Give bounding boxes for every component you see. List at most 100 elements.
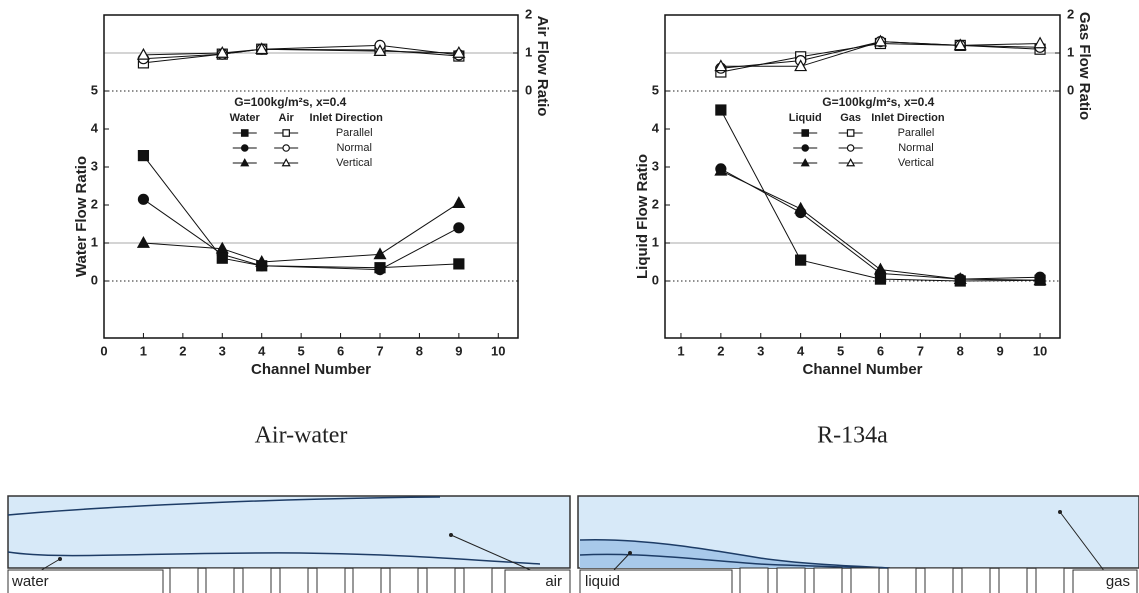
marker	[453, 258, 465, 270]
pointer-dot	[58, 557, 62, 561]
channel	[998, 567, 1028, 593]
x-tick-label: 1	[140, 343, 147, 358]
legend-marker	[801, 144, 810, 152]
legend-marker	[282, 129, 290, 137]
marker	[255, 255, 269, 267]
y-tick-label: 1	[652, 234, 659, 249]
marker	[374, 264, 386, 276]
legend-marker	[800, 158, 810, 167]
x-tick-label: 6	[337, 343, 344, 358]
y-tick-label: 2	[652, 196, 659, 211]
x-tick-label: 7	[917, 343, 924, 358]
channel	[813, 567, 843, 593]
marker	[452, 196, 466, 208]
channel	[463, 567, 493, 593]
x-tick-label: 3	[219, 343, 226, 358]
x-tick-label: 10	[1033, 343, 1047, 358]
y2-tick-label: 2	[1067, 6, 1074, 21]
legend-label: Normal	[898, 142, 933, 154]
y2-tick-label: 2	[525, 6, 532, 21]
plot-frame	[664, 14, 1061, 339]
marker	[373, 247, 387, 260]
y-tick-label: 5	[652, 82, 659, 97]
legend-marker	[240, 144, 249, 152]
x-tick-label: 5	[298, 343, 305, 358]
x-tick-label: 9	[455, 343, 462, 358]
marker	[873, 262, 887, 275]
channel	[961, 567, 991, 593]
x-tick-label: 6	[877, 343, 884, 358]
outlet-label: gas	[1106, 573, 1130, 590]
chart: 0 1 2 3 4 5 6 7 8 9 10 0 1 2 3 4 5 0 1 2 Channel Number Water…	[73, 6, 551, 448]
inlet-label: water	[11, 573, 49, 590]
y-tick-label: 3	[652, 158, 659, 173]
y-tick-label: 2	[91, 196, 98, 211]
y-axis-title: Liquid Flow Ratio	[634, 154, 651, 279]
y2-tick-label: 1	[1067, 44, 1074, 59]
legend-header: Inlet Direction	[871, 112, 945, 124]
annotation: G=100kg/m²s, x=0.4	[822, 95, 934, 109]
marker	[137, 150, 150, 162]
channel	[352, 567, 382, 593]
y2-axis-title: Gas Flow Ratio	[1076, 12, 1093, 120]
marker	[953, 272, 967, 284]
marker	[137, 193, 150, 205]
y-tick-label: 4	[91, 120, 99, 135]
legend-marker	[281, 158, 291, 167]
x-tick-label: 8	[957, 343, 964, 358]
y-axis-title: Water Flow Ratio	[73, 156, 90, 277]
legend-header: Water	[230, 112, 261, 124]
y2-tick-label: 1	[525, 44, 532, 59]
y-tick-label: 3	[91, 158, 98, 173]
marker	[215, 241, 229, 254]
channel	[739, 567, 769, 593]
legend-label: Vertical	[336, 157, 372, 169]
marker	[1033, 273, 1047, 286]
marker	[953, 38, 967, 51]
x-axis-title: Channel Number	[251, 361, 371, 378]
annotation: G=100kg/m²s, x=0.4	[234, 95, 346, 109]
x-tick-label: 3	[757, 343, 764, 358]
y2-tick-label: 0	[525, 82, 532, 97]
legend-header: Inlet Direction	[310, 112, 384, 124]
x-tick-label: 4	[258, 343, 266, 358]
channel	[1035, 567, 1065, 593]
marker	[136, 236, 150, 248]
marker	[715, 104, 727, 116]
marker	[215, 46, 229, 58]
legend-marker	[282, 144, 290, 152]
marker	[373, 44, 387, 56]
marker	[136, 47, 150, 60]
x-tick-label: 5	[837, 343, 844, 358]
legend-marker	[846, 158, 856, 167]
interface	[7, 496, 441, 516]
header	[1072, 569, 1138, 593]
x-tick-label: 0	[100, 343, 107, 358]
legend-marker	[846, 129, 855, 137]
channel	[279, 567, 309, 593]
header	[579, 569, 733, 593]
x-axis-title: Channel Number	[802, 361, 922, 378]
pointer	[1059, 511, 1106, 573]
legend-header: Liquid	[789, 112, 822, 124]
y-tick-label: 1	[91, 234, 98, 249]
series-line	[143, 48, 459, 56]
legend-marker	[240, 129, 249, 137]
marker	[714, 163, 728, 176]
legend-label: Parallel	[898, 127, 935, 139]
inlet-label: liquid	[585, 573, 620, 590]
marker	[452, 46, 466, 58]
header	[504, 569, 571, 593]
channel	[426, 567, 456, 593]
legend-header: Gas	[840, 112, 861, 124]
series-line	[720, 168, 1041, 280]
plot-frame	[103, 14, 519, 339]
diagram-r134a: liquid gas	[577, 495, 1139, 593]
pointer	[611, 552, 631, 573]
y2-tick-label: 0	[1067, 82, 1074, 97]
y2-axis-title: Air Flow Ratio	[534, 16, 551, 117]
y-tick-label: 0	[652, 272, 659, 287]
legend-marker	[801, 129, 810, 137]
channel	[316, 567, 346, 593]
header	[7, 569, 164, 593]
